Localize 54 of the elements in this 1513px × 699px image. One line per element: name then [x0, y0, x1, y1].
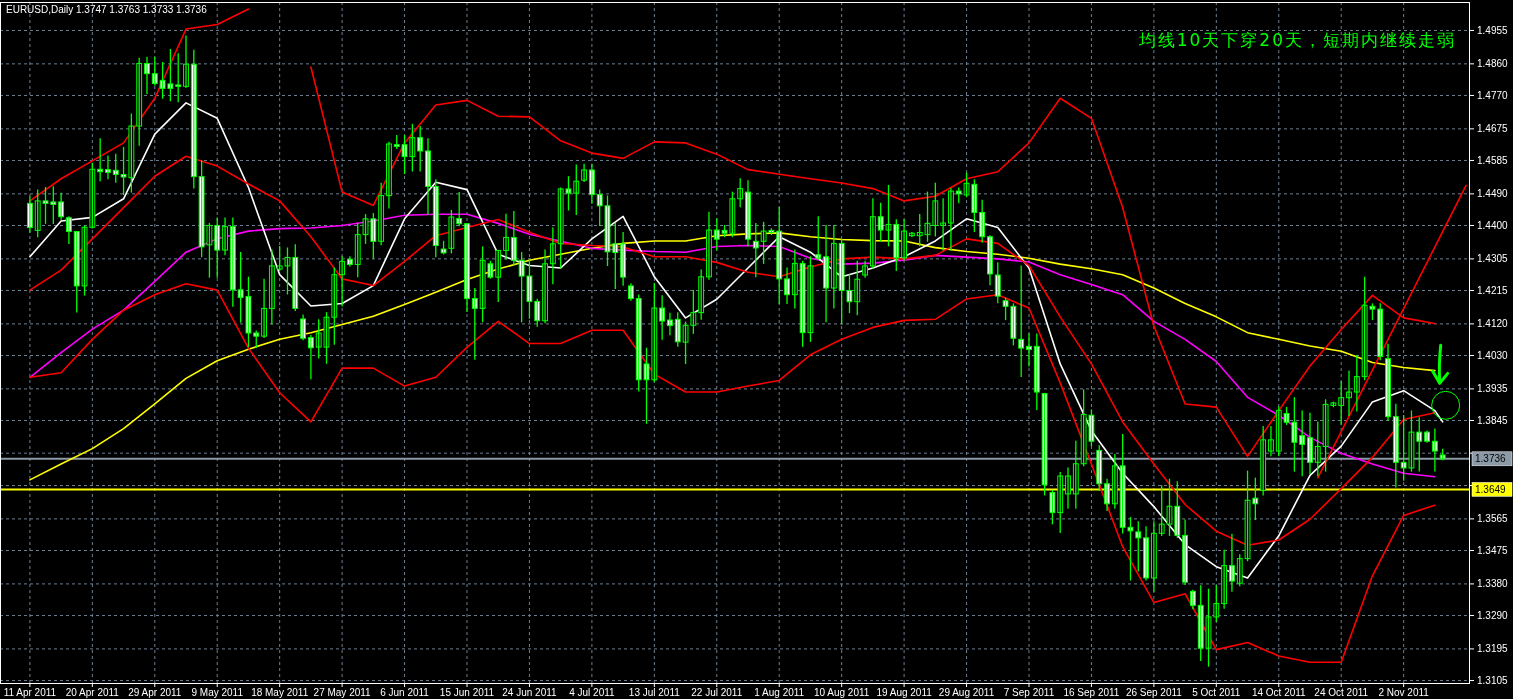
y-tick-label: 1.4215: [1477, 284, 1509, 296]
candlestick: [1338, 380, 1345, 426]
x-tick-label: 1 Aug 2011: [754, 687, 805, 698]
y-tick-label: 1.4305: [1477, 253, 1509, 265]
x-tick-label: 11 Apr 2011: [3, 687, 57, 698]
y-tick-label: 1.4490: [1477, 188, 1509, 200]
x-tick-label: 26 Sep 2011: [1125, 687, 1183, 698]
candlestick: [417, 125, 424, 173]
x-tick-label: 24 Jun 2011: [502, 687, 558, 698]
x-tick-label: 2 Nov 2011: [1378, 687, 1430, 698]
y-tick-label: 1.4030: [1477, 350, 1509, 361]
x-tick-label: 16 Sep 2011: [1063, 687, 1120, 698]
chart-title: EURUSD,Daily 1.3747 1.3763 1.3733 1.3736: [6, 4, 208, 15]
candlestick: [815, 215, 822, 261]
x-tick-label: 14 Oct 2011: [1251, 687, 1307, 698]
x-tick-label: 20 Apr 2011: [65, 687, 120, 698]
candlestick: [752, 222, 759, 278]
y-tick-label: 1.3845: [1477, 415, 1509, 427]
y-tick-label: 1.4675: [1477, 123, 1509, 135]
x-tick-label: 10 Aug 2011: [813, 687, 870, 698]
x-tick-label: 29 Aug 2011: [938, 687, 995, 698]
y-tick-label: 1.4955: [1477, 24, 1509, 36]
y-tick-label: 1.4860: [1477, 58, 1509, 70]
x-tick-label: 27 May 2011: [313, 687, 372, 698]
x-tick-label: 15 Jun 2011: [439, 687, 495, 698]
x-tick-label: 18 May 2011: [251, 687, 309, 698]
x-tick-label: 19 Aug 2011: [876, 687, 933, 698]
candlestick: [1135, 520, 1142, 573]
y-tick-label: 1.4120: [1477, 318, 1509, 330]
x-tick-label: 7 Sep 2011: [1003, 687, 1055, 698]
candlestick: [175, 52, 182, 103]
x-tick-label: 6 Jun 2011: [380, 687, 430, 698]
y-tick-label: 1.3565: [1477, 513, 1509, 525]
ref-line-label: 1.3736: [1475, 453, 1507, 465]
x-tick-label: 4 Jul 2011: [569, 687, 616, 698]
ref-line-label: 1.3649: [1475, 483, 1507, 495]
y-tick-label: 1.4770: [1477, 89, 1509, 101]
y-tick-label: 1.3105: [1477, 675, 1509, 687]
x-tick-label: 13 Jul 2011: [628, 687, 681, 698]
y-tick-label: 1.3475: [1477, 545, 1509, 557]
x-tick-label: 24 Oct 2011: [1314, 687, 1369, 698]
candlestick: [994, 261, 1001, 304]
y-tick-label: 1.3935: [1477, 383, 1509, 395]
annotation: 均线10天下穿20天，短期内继续走弱: [1137, 30, 1456, 50]
y-tick-label: 1.4400: [1477, 219, 1509, 231]
x-tick-label: 5 Oct 2011: [1192, 687, 1241, 698]
y-tick-label: 1.3290: [1477, 610, 1509, 622]
x-tick-label: 22 Jul 2011: [691, 687, 743, 698]
x-tick-label: 29 Apr 2011: [128, 687, 182, 698]
x-tick-label: 9 May 2011: [191, 687, 244, 698]
candlestick: [713, 217, 720, 252]
y-tick-label: 1.3195: [1477, 643, 1509, 655]
y-tick-label: 1.3380: [1477, 578, 1509, 590]
y-tick-label: 1.4585: [1477, 154, 1509, 166]
